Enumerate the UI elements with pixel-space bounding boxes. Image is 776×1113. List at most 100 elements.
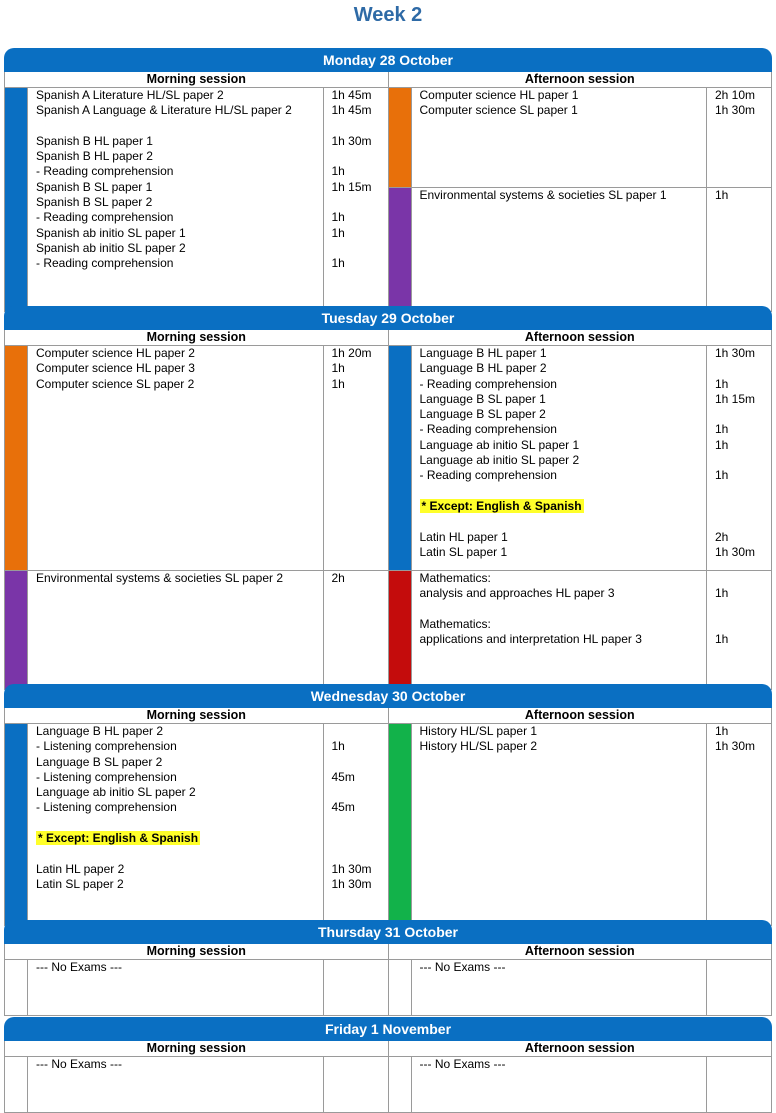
exam-paper: Spanish B HL paper 2 [36,149,153,164]
exam-duration: 1h [715,632,729,647]
exam-paper: - Reading comprehension [36,164,174,179]
exam-paper: Spanish ab initio SL paper 1 [36,225,186,240]
exam-durations: 1h 30m 1h 1h 15m 1h 1h 1h 2h 1h 30m [707,346,771,570]
morning-session: Morning session Computer science HL paper… [5,330,389,689]
exam-paper: - Reading comprehension [419,468,557,483]
exam-paper: Computer science SL paper 2 [36,376,195,391]
subject-color-bar [389,1057,412,1112]
exam-durations [324,960,388,1015]
exam-paper: - Listening comprehension [36,769,177,784]
morning-exam-blocks: Computer science HL paper 2 Computer scie… [5,346,388,689]
exam-paper: Environmental systems & societies SL pap… [419,188,667,202]
exam-durations [707,960,771,1015]
exam-group: Environmental systems & societies SL pap… [388,188,772,311]
exam-duration: 1h 30m [331,861,372,876]
exam-duration: 1h [331,739,345,754]
afternoon-session: Afternoon session Computer science HL pap… [388,72,772,311]
highlighted-note: * Except: English & Spanish [419,498,584,513]
exam-duration: 1h [715,724,729,738]
exam-subjects: Mathematics: analysis and approaches HL p… [412,571,707,689]
exam-subjects: --- No Exams --- [412,960,707,1015]
afternoon-session-title: Afternoon session [388,330,771,346]
exam-duration [332,831,380,846]
afternoon-session-title: Afternoon session [388,708,771,724]
subject-color-bar [388,188,412,311]
day-header: Wednesday 30 October [4,684,772,708]
exam-paper: - Listening comprehension [36,800,177,815]
subject-color-bar [5,724,28,925]
day-sessions: Morning session --- No Exams --- Afternoon… [4,944,772,1016]
exam-paper: Language B HL paper 1 [419,346,547,360]
afternoon-exam-blocks: History HL/SL paper 1 History HL/SL paper… [388,724,772,925]
morning-exam-blocks: Language B HL paper 2 - Listening compreh… [5,724,388,925]
exam-duration: 1h 45m [331,88,372,102]
subject-color-bar [5,960,28,1015]
exam-paper: Language B HL paper 2 [36,724,163,738]
exam-duration: 2h [331,571,345,585]
exam-paper: applications and interpretation HL paper… [419,632,642,647]
subject-color-bar [388,346,412,570]
exception-note: * Except: English & Spanish [36,831,315,846]
exam-durations: 2h 10m 1h 30m [707,88,771,187]
exam-duration [715,407,763,422]
exam-durations: 1h 45m 45m 1h 30m 1h 30m [324,724,388,925]
exam-paper: Environmental systems & societies SL pap… [36,571,284,585]
exam-paper [420,514,699,529]
morning-exam-blocks: --- No Exams --- [5,1057,388,1112]
day-header: Thursday 31 October [4,920,772,944]
exam-duration: 1h [331,225,345,240]
exam-durations: 1h [707,188,771,311]
subject-color-bar [388,571,412,689]
exam-paper: Computer science HL paper 2 [36,346,195,360]
exam-duration [332,241,380,256]
exam-paper: Spanish A Language & Literature HL/SL pa… [36,103,292,118]
exam-duration: 1h [715,188,729,202]
subject-color-bar [5,571,28,689]
afternoon-exam-blocks: Language B HL paper 1 Language B HL paper… [388,346,771,689]
exam-duration: 1h [331,361,345,376]
exam-paper: Language ab initio SL paper 2 [419,453,580,468]
afternoon-session-title: Afternoon session [388,944,771,960]
exam-paper: Language B SL paper 2 [36,754,163,769]
day-sessions: Morning session Spanish A Literature HL/S… [4,72,772,312]
exam-subjects: --- No Exams --- [28,1057,324,1112]
exam-paper: --- No Exams --- [419,960,506,974]
day-block: Thursday 31 October Morning session --- No… [4,920,772,1016]
exam-duration: 1h [715,376,729,391]
day-header: Tuesday 29 October [4,306,772,330]
exam-duration [715,960,763,975]
exam-group: Computer science HL paper 2 Computer scie… [5,346,388,571]
exam-duration: 1h 30m [715,103,756,118]
day-block: Friday 1 November Morning session --- No E… [4,1017,772,1113]
exception-note: * Except: English & Spanish [419,498,699,514]
exam-paper: --- No Exams --- [36,960,122,974]
exam-duration [715,1057,763,1072]
exam-paper [36,119,315,134]
exam-group: Computer science HL paper 1 Computer scie… [388,88,771,188]
afternoon-exam-blocks: --- No Exams --- [389,1057,772,1112]
exam-duration [715,571,763,586]
exam-duration [332,755,380,770]
exam-subjects: --- No Exams --- [412,1057,707,1112]
morning-session-title: Morning session [5,1041,388,1057]
exam-duration [332,816,380,831]
exam-paper: Mathematics: [419,616,491,631]
exam-subjects: Computer science HL paper 1 Computer scie… [412,88,707,187]
exam-subjects: Language B HL paper 1 Language B HL paper… [412,346,707,570]
exam-paper: Language ab initio SL paper 1 [419,437,580,452]
exam-durations [707,1057,771,1112]
exam-duration: 1h [331,164,345,179]
exam-paper: Latin HL paper 2 [36,861,125,876]
subject-color-bar [388,88,412,187]
day-header: Monday 28 October [4,48,772,72]
exam-duration: 1h [715,437,729,452]
exam-duration: 45m [331,800,355,815]
afternoon-session: Afternoon session --- No Exams --- [388,944,771,1015]
exam-duration: 1h 15m [715,391,756,406]
exam-paper: Spanish A Literature HL/SL paper 2 [36,88,224,102]
day-block: Monday 28 October Morning session Spanish … [4,48,772,312]
exam-paper: Mathematics: [419,571,491,585]
exam-duration: 1h [331,210,345,225]
exam-paper: - Reading comprehension [419,422,557,437]
exam-duration: 1h [715,422,729,437]
